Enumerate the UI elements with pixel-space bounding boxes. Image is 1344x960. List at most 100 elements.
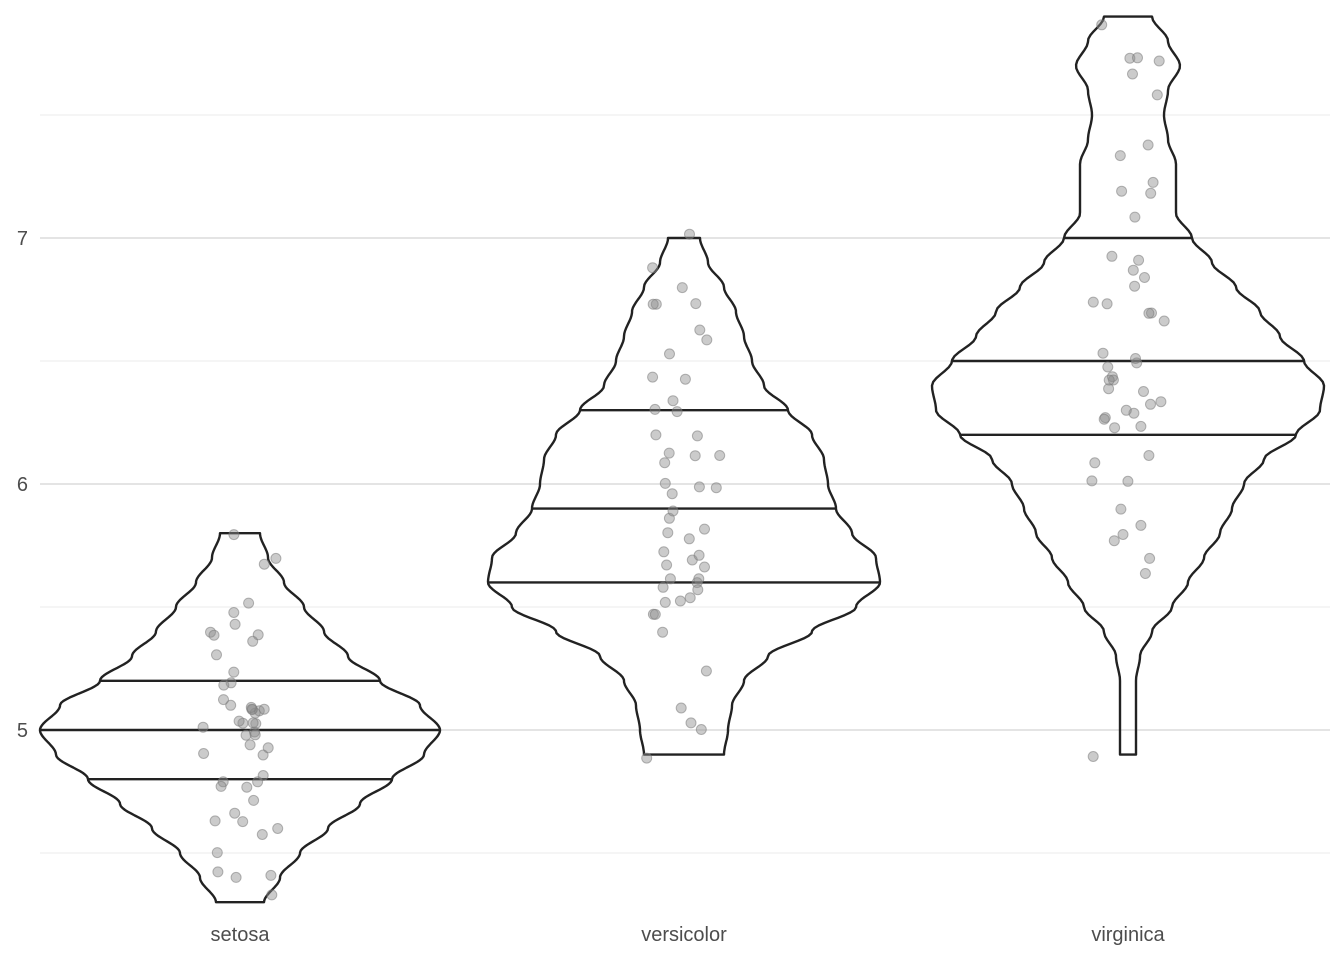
data-point: [663, 447, 675, 459]
data-point: [693, 549, 705, 561]
violin-virginica: [930, 15, 1326, 756]
data-point: [198, 748, 210, 759]
data-point: [1151, 89, 1163, 101]
data-point: [218, 694, 229, 706]
data-point: [1087, 751, 1099, 762]
data-point: [1124, 52, 1136, 64]
data-point: [1133, 254, 1145, 266]
data-point: [1086, 475, 1098, 487]
data-point: [225, 699, 237, 711]
data-point: [714, 450, 726, 461]
data-point: [1145, 187, 1157, 199]
data-point: [649, 403, 661, 415]
data-point: [1135, 519, 1147, 531]
data-point: [247, 635, 259, 647]
data-point: [208, 629, 220, 641]
data-point: [647, 262, 659, 274]
data-point: [243, 597, 255, 609]
x-tick-label: virginica: [1091, 924, 1165, 946]
data-point: [1107, 374, 1119, 386]
data-point: [1127, 264, 1139, 276]
data-point: [1130, 353, 1141, 364]
data-point: [1129, 280, 1141, 292]
data-point: [1129, 211, 1141, 223]
data-point: [1097, 347, 1109, 359]
data-point: [1101, 298, 1113, 310]
x-tick-label: setosa: [211, 924, 271, 946]
data-point: [667, 505, 679, 517]
data-point: [258, 558, 270, 570]
data-point: [249, 729, 261, 741]
data-point: [197, 721, 209, 733]
data-point: [1158, 315, 1170, 327]
data-point: [1153, 55, 1165, 67]
data-point: [659, 596, 671, 608]
violin-versicolor: [486, 236, 882, 756]
data-point: [1147, 176, 1159, 188]
y-axis: 5 6 7: [17, 228, 28, 742]
data-point: [1108, 535, 1120, 547]
data-point: [685, 717, 697, 729]
data-point: [237, 816, 249, 828]
data-point: [256, 829, 268, 840]
data-point: [662, 527, 674, 539]
data-point: [701, 334, 713, 346]
data-point: [228, 607, 240, 618]
data-point: [667, 395, 679, 407]
data-point: [1139, 272, 1150, 283]
data-point: [689, 450, 701, 462]
data-point: [229, 618, 241, 630]
data-point: [1144, 552, 1156, 564]
data-point: [659, 457, 671, 469]
data-point: [270, 552, 282, 564]
data-point: [211, 847, 223, 859]
data-point: [650, 298, 662, 310]
data-point: [699, 561, 710, 573]
data-point: [1145, 398, 1156, 410]
data-point: [647, 371, 659, 383]
data-point: [265, 869, 277, 881]
data-point: [1103, 374, 1115, 386]
data-point: [666, 488, 678, 500]
y-tick-label: 5: [17, 720, 28, 742]
data-point: [695, 724, 707, 735]
data-point: [700, 665, 712, 677]
data-point: [258, 703, 270, 715]
data-point: [693, 573, 705, 585]
data-point: [675, 702, 687, 714]
point-layer: [197, 19, 1170, 901]
data-point: [657, 581, 669, 593]
data-point: [684, 228, 695, 240]
data-point: [230, 871, 242, 883]
data-point: [233, 715, 245, 727]
data-point: [676, 282, 688, 294]
data-point: [657, 626, 669, 638]
data-point: [710, 482, 722, 494]
data-point: [1122, 475, 1134, 487]
data-point: [1103, 383, 1115, 395]
data-point: [1127, 68, 1138, 80]
data-point: [229, 807, 241, 819]
data-point: [1120, 404, 1132, 416]
data-point: [1117, 529, 1129, 540]
data-point: [211, 649, 222, 661]
data-point: [241, 781, 253, 793]
data-point: [674, 595, 686, 607]
data-point: [1106, 250, 1118, 262]
data-point: [266, 889, 278, 901]
data-point: [1087, 296, 1099, 308]
data-point: [1096, 19, 1108, 31]
data-point: [1138, 386, 1149, 397]
data-point: [212, 866, 224, 878]
data-point: [1102, 361, 1114, 373]
data-point: [664, 573, 676, 585]
data-point: [1116, 185, 1128, 197]
data-point: [699, 523, 710, 535]
data-point: [1114, 150, 1126, 162]
data-point: [244, 739, 256, 751]
data-point: [683, 533, 695, 545]
data-point: [671, 406, 683, 418]
data-point: [684, 592, 696, 604]
data-point: [1132, 52, 1143, 64]
